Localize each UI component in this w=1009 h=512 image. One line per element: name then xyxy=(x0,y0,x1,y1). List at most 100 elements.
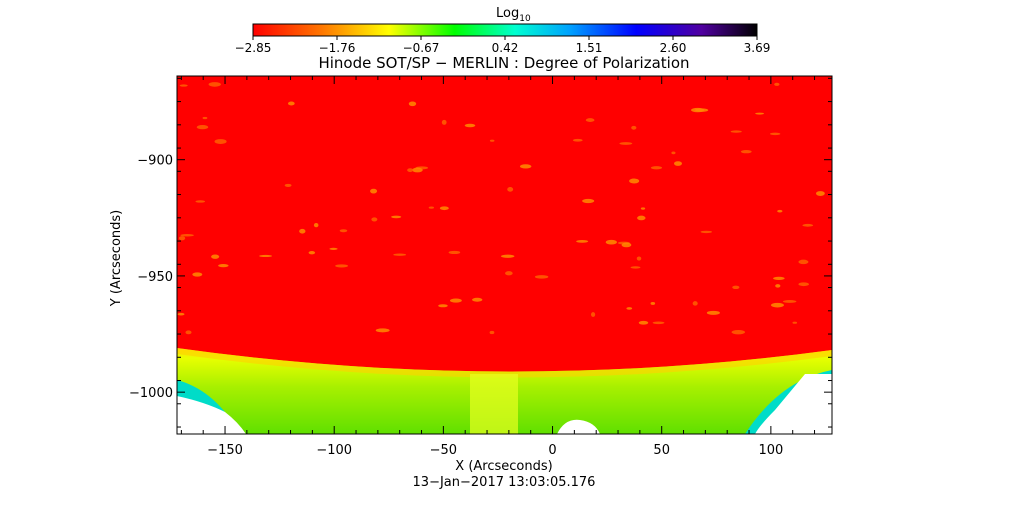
speckle xyxy=(218,263,229,268)
speckle xyxy=(179,84,188,87)
speckle xyxy=(408,101,417,107)
speckle xyxy=(185,330,192,335)
speckle xyxy=(441,119,447,125)
speckle xyxy=(650,302,656,305)
speckle xyxy=(731,330,746,335)
speckle xyxy=(798,259,809,265)
speckle xyxy=(802,223,814,227)
speckle xyxy=(180,233,194,237)
speckle xyxy=(572,138,583,142)
speckle xyxy=(192,272,203,277)
speckle xyxy=(519,164,532,169)
colorbar-tick-label: −1.76 xyxy=(319,41,356,55)
speckle xyxy=(630,266,641,269)
speckle xyxy=(775,284,781,288)
no-data-center xyxy=(557,419,600,434)
speckle xyxy=(489,330,495,335)
speckle xyxy=(740,149,752,154)
speckle xyxy=(177,312,185,316)
speckle xyxy=(626,307,633,310)
speckle xyxy=(774,82,780,86)
speckle xyxy=(407,168,414,173)
speckle xyxy=(815,191,825,196)
x-tick-label: −50 xyxy=(430,443,457,458)
speckle xyxy=(590,312,596,317)
speckle xyxy=(299,228,306,234)
speckle xyxy=(313,222,319,228)
speckle xyxy=(501,254,515,258)
speckle xyxy=(629,178,640,184)
x-axis-label: X (Arcseconds) xyxy=(455,459,552,474)
speckle xyxy=(534,275,549,279)
speckle xyxy=(208,82,221,87)
speckle xyxy=(621,242,632,248)
speckle xyxy=(650,166,663,170)
speckle xyxy=(582,198,595,204)
speckle xyxy=(202,116,208,120)
limb-band xyxy=(177,348,832,378)
speckle xyxy=(448,250,461,255)
speckle xyxy=(196,125,209,130)
y-axis-label: Y (Arcseconds) xyxy=(109,210,124,307)
speckle xyxy=(391,215,402,219)
speckle xyxy=(464,123,476,128)
colorbar-tick-label: 1.51 xyxy=(576,41,603,55)
speckle xyxy=(605,239,617,245)
speckle xyxy=(652,321,665,325)
y-axis: −900 −950 −1000 xyxy=(129,77,832,428)
speckle xyxy=(576,240,589,243)
speckle xyxy=(335,264,349,268)
speckle xyxy=(755,112,765,115)
speckle xyxy=(700,230,713,234)
colorbar-tick-label: −2.85 xyxy=(235,41,272,55)
speckle xyxy=(730,130,742,133)
speckle xyxy=(472,297,483,302)
colorbar-tick-label: 3.69 xyxy=(744,41,771,55)
speckle xyxy=(507,186,514,192)
colorbar: Log10 −2.85 −1.76 −0.67 0.42 1.51 2.60 3.69 xyxy=(235,6,771,55)
speckle xyxy=(339,229,348,233)
speckle xyxy=(412,167,423,173)
x-tick-label: −100 xyxy=(316,443,352,458)
speckle xyxy=(375,328,390,333)
x-tick-label: 100 xyxy=(758,443,783,458)
colorbar-tick-label: 0.42 xyxy=(492,41,519,55)
chart-title: Hinode SOT/SP − MERLIN : Degree of Polar… xyxy=(318,54,689,72)
x-tick-label: 0 xyxy=(548,443,556,458)
speckle xyxy=(214,139,227,144)
speckle xyxy=(439,206,449,211)
speckle xyxy=(195,200,206,203)
speckle xyxy=(673,161,683,166)
speckle xyxy=(638,320,649,325)
speckle xyxy=(308,251,316,255)
speckle xyxy=(706,310,720,315)
y-tick-label: −900 xyxy=(137,154,173,169)
timestamp: 13−Jan−2017 13:03:05.176 xyxy=(413,475,596,490)
colorbar-ticks: −2.85 −1.76 −0.67 0.42 1.51 2.60 3.69 xyxy=(235,36,771,55)
speckles xyxy=(177,82,825,335)
speckle xyxy=(329,247,338,251)
speckle xyxy=(370,188,378,194)
speckle xyxy=(284,183,292,187)
x-axis: −150 −100 −50 0 50 100 xyxy=(180,76,816,458)
no-data-right xyxy=(755,374,832,434)
speckle xyxy=(777,209,783,213)
speckle xyxy=(428,206,434,209)
plot-frame xyxy=(176,75,833,435)
speckle xyxy=(449,298,462,303)
colorbar-label: Log10 xyxy=(496,6,531,24)
speckle xyxy=(773,276,785,281)
speckle xyxy=(769,132,781,136)
y-tick-label: −950 xyxy=(137,270,173,285)
speckle xyxy=(371,217,378,222)
speckle xyxy=(393,253,407,256)
colorbar-tick-label: −0.67 xyxy=(403,41,440,55)
x-tick-label: 50 xyxy=(653,443,670,458)
speckle xyxy=(438,304,448,308)
colorbar-gradient xyxy=(252,23,758,37)
x-tick-label: −150 xyxy=(207,443,243,458)
y-tick-label: −1000 xyxy=(129,386,173,401)
speckle xyxy=(489,139,495,142)
speckle xyxy=(211,254,220,259)
speckle xyxy=(792,321,798,324)
